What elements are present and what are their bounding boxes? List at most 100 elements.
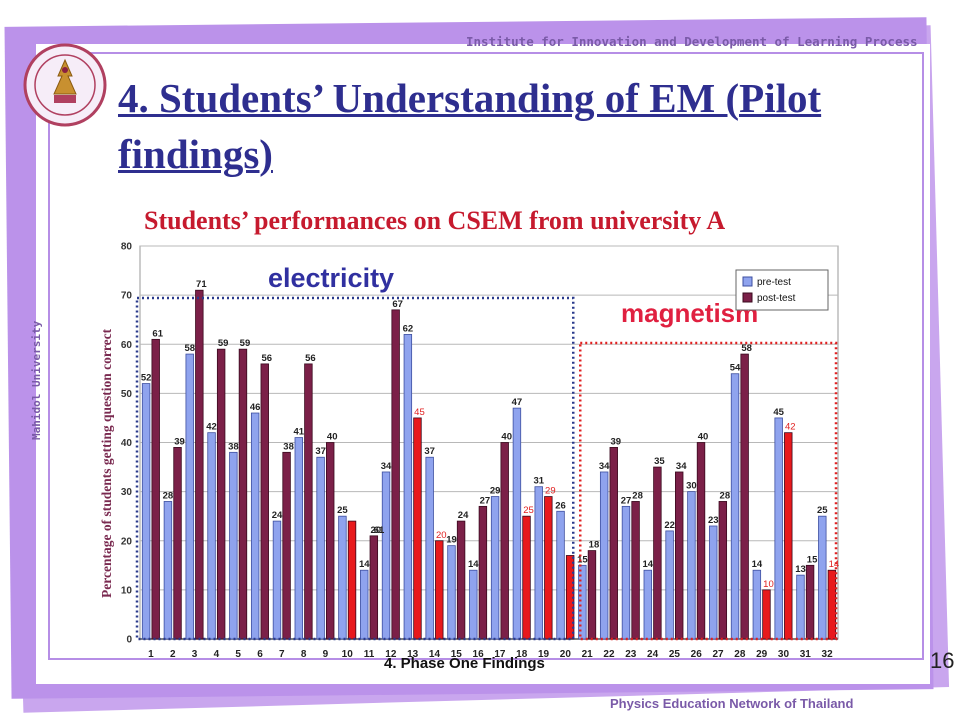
x-tick-label: 12 <box>385 649 397 660</box>
x-tick-label: 9 <box>323 649 329 660</box>
data-label-pre: 37 <box>315 446 326 457</box>
bar-post-test <box>326 442 335 640</box>
bar-pre-test <box>512 407 522 640</box>
bar-pre-test <box>687 491 696 640</box>
x-tick-label: 30 <box>778 649 790 660</box>
data-label-pre: 38 <box>228 441 239 452</box>
data-label-pre: 24 <box>272 510 283 521</box>
data-label-post: 27 <box>480 495 491 506</box>
magnetism-annotation: magnetism <box>621 298 758 328</box>
bar-pre-test <box>229 451 238 640</box>
x-tick-label: 28 <box>734 649 746 660</box>
data-label-post: 28 <box>632 490 643 501</box>
bar-post-test <box>304 363 313 640</box>
bar-post-test <box>151 338 160 640</box>
data-label-post: 20 <box>371 525 382 536</box>
legend-label-post: post-test <box>757 293 796 304</box>
bar-pre-test <box>774 417 783 640</box>
bar-pre-test <box>752 569 762 640</box>
x-tick-label: 20 <box>560 649 572 660</box>
bar-post-test <box>653 466 662 640</box>
x-tick-label: 24 <box>647 649 659 660</box>
data-label-pre: 14 <box>468 559 479 570</box>
y-tick-label: 10 <box>121 585 133 596</box>
data-label-post: 18 <box>589 540 600 551</box>
data-label-pre: 19 <box>446 535 457 546</box>
data-label-pre: 31 <box>533 476 544 487</box>
data-label-pre: 54 <box>730 363 741 374</box>
x-tick-label: 31 <box>800 649 812 660</box>
data-label-post: 24 <box>458 510 469 521</box>
bar-pre-test <box>796 574 805 640</box>
bar-pre-test <box>490 496 500 640</box>
x-tick-label: 17 <box>494 649 506 660</box>
bar-post-test <box>587 550 597 640</box>
bar-post-test <box>675 471 684 640</box>
institute-name: Institute for Innovation and Development… <box>466 34 918 49</box>
bar-post-test <box>609 447 618 640</box>
bar-post-test <box>631 501 640 640</box>
data-label-post: 58 <box>741 343 752 354</box>
data-label-post: 40 <box>327 432 338 443</box>
bar-pre-test <box>643 569 652 640</box>
bar-pre-test <box>163 501 173 640</box>
bar-post-test <box>238 348 248 640</box>
bar-pre-test <box>403 334 413 640</box>
bar-pre-test <box>599 471 609 640</box>
data-label-post: 38 <box>283 441 294 452</box>
bar-post-test <box>762 589 771 640</box>
bar-post-test <box>478 505 488 640</box>
data-label-post: 40 <box>501 432 512 443</box>
data-label-pre: 58 <box>184 343 195 354</box>
data-label-post: 42 <box>785 422 796 433</box>
data-label-post: 34 <box>676 461 687 472</box>
x-tick-label: 3 <box>192 649 198 660</box>
x-tick-label: 16 <box>473 649 485 660</box>
data-label-pre: 52 <box>141 373 152 384</box>
x-tick-label: 14 <box>429 649 441 660</box>
data-label-pre: 14 <box>643 559 654 570</box>
y-tick-label: 0 <box>126 635 132 646</box>
bar-post-test <box>456 520 466 640</box>
x-tick-label: 19 <box>538 649 550 660</box>
y-tick-label: 20 <box>121 536 133 547</box>
data-label-pre: 14 <box>359 559 370 570</box>
bar-post-test <box>195 289 204 640</box>
x-tick-label: 25 <box>669 649 681 660</box>
bar-pre-test <box>665 530 674 640</box>
university-seal-icon <box>23 43 107 127</box>
bar-pre-test <box>141 383 151 640</box>
bar-pre-test <box>730 373 740 640</box>
bar-pre-test <box>381 471 391 640</box>
bar-post-test <box>391 309 400 640</box>
x-tick-label: 2 <box>170 649 176 660</box>
bar-pre-test <box>338 515 347 640</box>
x-tick-label: 8 <box>301 649 307 660</box>
data-label-pre: 25 <box>337 505 348 516</box>
data-label-post: 15 <box>807 554 818 565</box>
electricity-annotation: electricity <box>268 263 394 293</box>
bar-post-test <box>827 569 837 640</box>
data-label-pre: 29 <box>490 486 501 497</box>
magnetism-region-box <box>579 341 838 641</box>
data-label-post: 39 <box>610 436 621 447</box>
bar-pre-test <box>250 412 260 640</box>
bar-pre-test <box>709 525 718 640</box>
x-tick-label: 18 <box>516 649 528 660</box>
bar-post-test <box>435 540 444 640</box>
y-tick-label: 80 <box>121 242 133 253</box>
data-label-post: 56 <box>305 353 316 364</box>
data-label-post: 71 <box>196 279 207 290</box>
bar-pre-test <box>556 510 565 640</box>
data-label-pre: 46 <box>250 402 261 413</box>
bar-post-test <box>500 442 509 640</box>
data-label-pre: 45 <box>773 407 784 418</box>
bar-post-test <box>173 447 182 640</box>
x-tick-label: 15 <box>451 649 463 660</box>
y-axis-label: Percentage of students getting question … <box>99 328 114 598</box>
slide-title: 4. Students’ Understanding of EM (Pilot … <box>118 75 822 177</box>
bar-post-test <box>260 363 269 640</box>
bar-post-test <box>282 451 291 640</box>
bar-post-test <box>740 353 749 640</box>
